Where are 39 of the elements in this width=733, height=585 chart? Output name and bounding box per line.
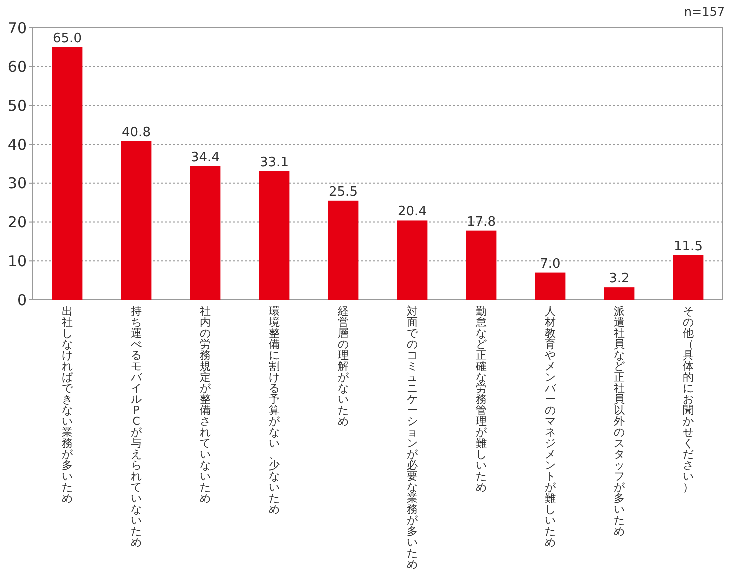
bar	[259, 171, 290, 300]
y-tick-label: 20	[8, 214, 27, 232]
bar	[535, 272, 566, 300]
category-label: 経営層の理解がないため	[338, 305, 349, 428]
category-label: 持ち運べるモバイルPCが与えられていないため	[131, 305, 142, 549]
data-label: 20.4	[398, 204, 427, 220]
data-label: 7.0	[540, 256, 561, 272]
data-label: 34.4	[191, 150, 220, 166]
y-tick-label: 60	[8, 58, 27, 76]
bar	[466, 230, 497, 300]
bar	[52, 47, 83, 300]
category-label: その他（具体的にお聞かせください）	[683, 305, 694, 494]
data-label: 3.2	[609, 272, 630, 287]
category-label: 勤怠など正確な労務管理が難しいため	[476, 305, 487, 494]
y-tick-label: 0	[17, 291, 27, 310]
bar	[397, 220, 428, 300]
y-tick-label: 10	[8, 252, 27, 270]
bar	[673, 255, 704, 300]
data-label: 40.8	[122, 125, 151, 140]
data-label: 17.8	[467, 214, 496, 230]
category-label: 対面でのコミュニケーションが必要な業務が多いため	[407, 305, 418, 571]
y-tick-label: 50	[8, 96, 27, 115]
category-label: 人材教育やメンバーのマネジメントが難しいため	[545, 305, 556, 549]
y-tick-label: 70	[8, 19, 27, 38]
bar	[121, 141, 152, 300]
bar	[190, 166, 221, 300]
data-label: 65.0	[53, 31, 82, 46]
data-label: 11.5	[674, 239, 703, 254]
category-label: 出社しなければできない業務が多いため	[62, 305, 73, 505]
data-label: 25.5	[329, 184, 358, 200]
y-tick-label: 30	[8, 174, 27, 193]
category-label: 社内の労務規定が整備されていないため	[200, 305, 211, 505]
text: n=157	[684, 5, 725, 19]
y-tick-label: 40	[8, 136, 27, 154]
bar	[604, 288, 635, 300]
data-label: 33.1	[260, 155, 289, 170]
bar	[328, 200, 359, 300]
category-label: 派遣社員など正社員以外のスタッフが多いため	[614, 305, 625, 538]
category-label: 環境整備に割ける予算がない、少ないため	[269, 305, 280, 516]
